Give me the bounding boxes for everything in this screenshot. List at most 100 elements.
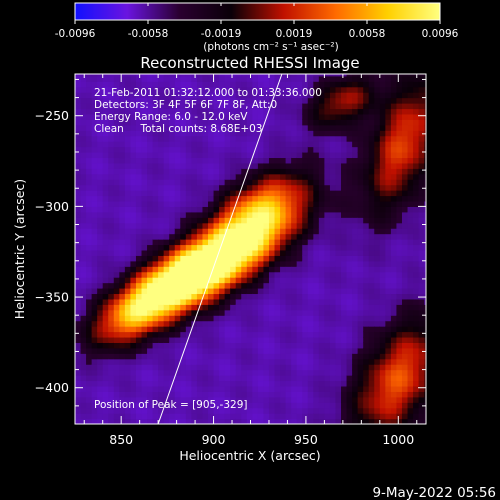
heatmap-pixel [257, 249, 265, 256]
heatmap-pixel [413, 249, 420, 256]
heatmap-pixel [119, 298, 126, 305]
heatmap-pixel [135, 266, 143, 273]
heatmap-pixel [307, 298, 314, 305]
heatmap-pixel [147, 326, 154, 333]
heatmap-pixel [268, 331, 276, 338]
heatmap-pixel [208, 309, 215, 316]
heatmap-pixel [191, 81, 198, 88]
heatmap-pixel [174, 413, 181, 420]
heatmap-pixel [219, 162, 226, 169]
heatmap-pixel [235, 369, 242, 376]
heatmap-pixel [241, 336, 248, 343]
heatmap-pixel [141, 391, 148, 398]
heatmap-pixel [268, 304, 276, 311]
heatmap-pixel [268, 162, 276, 169]
heatmap-pixel [80, 369, 87, 376]
heatmap-pixel [274, 255, 281, 262]
heatmap-pixel [385, 375, 392, 382]
heatmap-pixel [368, 217, 375, 224]
heatmap-pixel [108, 141, 115, 148]
heatmap-pixel [208, 342, 215, 349]
heatmap-pixel [352, 200, 359, 207]
heatmap-pixel [252, 124, 259, 131]
heatmap-pixel [119, 407, 126, 414]
heatmap-pixel [230, 282, 237, 289]
annotation-line-4: Clean Total counts: 8.68E+03 [94, 123, 263, 135]
heatmap-pixel [291, 255, 298, 262]
heatmap-pixel [202, 179, 209, 186]
heatmap-pixel [296, 364, 303, 371]
heatmap-pixel [235, 380, 242, 387]
heatmap-pixel [97, 331, 104, 338]
heatmap-pixel [424, 103, 426, 110]
heatmap-pixel [257, 108, 265, 115]
heatmap-pixel [407, 358, 414, 365]
heatmap-pixel [307, 271, 314, 278]
heatmap-pixel [102, 298, 109, 305]
heatmap-pixel [374, 184, 381, 191]
heatmap-pixel [374, 315, 381, 322]
heatmap-pixel [230, 266, 237, 273]
heatmap-pixel [385, 151, 392, 159]
heatmap-pixel [352, 103, 359, 110]
heatmap-pixel [75, 190, 82, 197]
heatmap-pixel [246, 260, 253, 267]
heatmap-pixel [191, 375, 198, 382]
heatmap-pixel [335, 157, 342, 164]
heatmap-pixel [324, 168, 331, 175]
heatmap-pixel [174, 173, 181, 180]
heatmap-pixel [169, 385, 176, 392]
heatmap-pixel [407, 266, 414, 273]
heatmap-pixel [263, 396, 270, 403]
heatmap-pixel [363, 391, 370, 398]
heatmap-pixel [174, 326, 181, 333]
heatmap-pixel [424, 190, 426, 197]
colorbar-tick-label: 0.0019 [276, 28, 313, 40]
heatmap-pixel [291, 228, 298, 235]
heatmap-pixel [202, 130, 209, 137]
heatmap-pixel [130, 124, 137, 131]
heatmap-pixel [141, 135, 148, 142]
heatmap-pixel [401, 326, 409, 333]
heatmap-pixel [185, 347, 192, 354]
heatmap-pixel [86, 75, 93, 82]
heatmap-pixel [191, 287, 198, 295]
heatmap-pixel [285, 315, 292, 322]
heatmap-pixel [158, 402, 165, 409]
heatmap-pixel [296, 222, 303, 229]
heatmap-pixel [191, 347, 198, 354]
heatmap-pixel [163, 113, 170, 120]
heatmap-pixel [268, 353, 276, 360]
heatmap-pixel [346, 326, 353, 333]
heatmap-pixel [147, 195, 154, 202]
heatmap-pixel [280, 418, 287, 424]
heatmap-pixel [130, 141, 137, 148]
heatmap-pixel [158, 228, 165, 235]
heatmap-pixel [357, 255, 364, 262]
heatmap-pixel [141, 298, 148, 305]
heatmap-pixel [180, 407, 187, 414]
heatmap-pixel [385, 222, 392, 229]
heatmap-pixel [401, 130, 409, 137]
heatmap-pixel [302, 130, 309, 137]
heatmap-pixel [108, 130, 115, 137]
heatmap-pixel [257, 190, 265, 197]
heatmap-pixel [235, 298, 242, 305]
heatmap-pixel [257, 342, 265, 349]
heatmap-pixel [335, 315, 342, 322]
heatmap-pixel [252, 255, 259, 262]
heatmap-pixel [130, 353, 137, 360]
heatmap-pixel [147, 413, 154, 420]
heatmap-pixel [280, 298, 287, 305]
heatmap-pixel [280, 407, 287, 414]
heatmap-pixel [241, 75, 248, 82]
heatmap-pixel [97, 217, 104, 224]
heatmap-pixel [341, 375, 348, 382]
heatmap-pixel [235, 255, 242, 262]
heatmap-pixel [313, 119, 320, 126]
heatmap-pixel [169, 358, 176, 365]
heatmap-pixel [302, 380, 309, 387]
heatmap-pixel [313, 113, 320, 120]
heatmap-pixel [407, 146, 414, 153]
heatmap-pixel [213, 168, 220, 175]
